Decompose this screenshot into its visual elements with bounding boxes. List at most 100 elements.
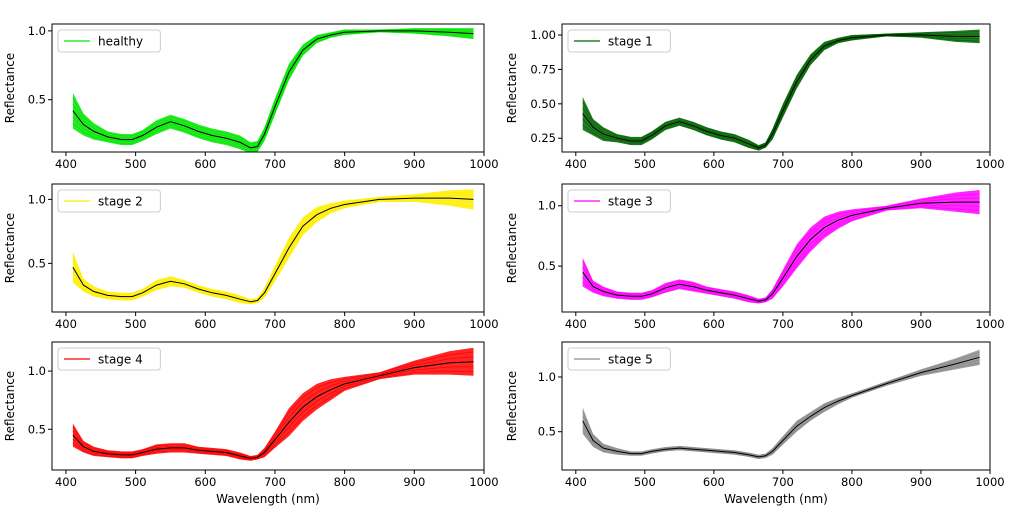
x-tick-label: 700: [264, 317, 286, 331]
y-axis-label: Reflectance: [505, 53, 519, 123]
sample-line: [72, 191, 474, 301]
legend-label: healthy: [98, 35, 143, 49]
x-tick-label: 400: [55, 157, 77, 171]
sample-line: [582, 35, 980, 150]
x-tick-label: 800: [334, 157, 356, 171]
subplot-4: 400 500 600 700 800 900 1000 0.5 1.0 Reflectance s…: [505, 183, 1005, 331]
x-tick-label: 700: [264, 475, 286, 489]
x-tick-label: 600: [703, 157, 725, 171]
sample-line: [582, 33, 980, 148]
subplot-5: 400 500 600 700 800 900 1000 0.5 1.0 Reflectance s…: [3, 341, 499, 506]
sample-line: [582, 35, 980, 151]
x-tick-label: 1000: [469, 157, 498, 171]
plot-area: [582, 349, 980, 460]
subplot-2: 400 500 600 700 800 900 1000 0.25 0.50 0.75 1.00 Re…: [505, 23, 1005, 171]
y-tick-label: 0.5: [538, 425, 556, 439]
x-tick-label: 800: [334, 475, 356, 489]
sample-line: [582, 204, 980, 303]
x-tick-label: 600: [703, 317, 725, 331]
mean-line: [582, 201, 980, 302]
y-tick-label: 1.00: [530, 28, 556, 42]
x-tick-label: 1000: [975, 317, 1004, 331]
y-tick-label: 0.5: [28, 256, 46, 270]
x-tick-label: 800: [841, 475, 863, 489]
x-tick-label: 700: [772, 317, 794, 331]
plot-area: [72, 347, 474, 461]
spread-band: [582, 29, 980, 151]
y-tick-label: 0.25: [530, 131, 556, 145]
mean-line: [72, 197, 474, 303]
x-tick-label: 1000: [469, 475, 498, 489]
spread-band: [72, 28, 474, 152]
sample-line: [72, 194, 474, 302]
sample-line: [72, 356, 474, 458]
x-tick-label: 700: [264, 157, 286, 171]
y-tick-label: 0.5: [28, 93, 46, 107]
legend-box: [57, 29, 161, 53]
x-tick-label: 500: [634, 317, 656, 331]
sample-line: [582, 193, 980, 300]
legend-label: stage 2: [98, 195, 143, 209]
mean-line: [582, 34, 980, 149]
legend-label: stage 5: [608, 353, 653, 367]
subplot-3: 400 500 600 700 800 900 1000 0.5 1.0 Reflectance s…: [3, 183, 499, 331]
x-tick-label: 400: [55, 317, 77, 331]
mean-line: [72, 361, 474, 459]
legend-label: stage 1: [608, 35, 653, 49]
legend-box: [57, 189, 161, 213]
legend-box: [567, 347, 671, 371]
y-axis-label: Reflectance: [3, 213, 17, 283]
legend: stage 4: [57, 347, 161, 371]
legend-box: [57, 347, 161, 371]
sample-line: [72, 28, 474, 145]
axes-frame: [561, 341, 991, 471]
x-tick-label: 400: [565, 475, 587, 489]
plot-area: [72, 28, 474, 152]
x-tick-label: 700: [772, 157, 794, 171]
mean-line: [72, 30, 474, 149]
legend-box: [567, 189, 671, 213]
subplot-1: 400 500 600 700 800 900 1000 0.5 1.0 Reflectance h…: [3, 23, 499, 171]
plot-area: [72, 189, 474, 305]
legend: healthy: [57, 29, 161, 53]
axes-frame: [561, 183, 991, 313]
sample-line: [72, 30, 474, 151]
sample-line: [72, 198, 474, 304]
sample-line: [582, 206, 980, 304]
x-tick-label: 700: [772, 475, 794, 489]
sample-line: [72, 366, 474, 460]
x-tick-label: 1000: [469, 317, 498, 331]
y-tick-label: 0.5: [538, 259, 556, 273]
y-tick-label: 1.0: [28, 364, 46, 378]
legend: stage 2: [57, 189, 161, 213]
legend: stage 1: [567, 29, 671, 53]
x-tick-label: 800: [334, 317, 356, 331]
x-tick-label: 500: [634, 475, 656, 489]
x-tick-label: 400: [565, 157, 587, 171]
x-tick-label: 400: [565, 317, 587, 331]
y-axis-label: Reflectance: [505, 371, 519, 441]
sample-line: [582, 354, 980, 457]
x-tick-label: 900: [910, 317, 932, 331]
sample-line: [72, 29, 474, 147]
sample-line: [582, 362, 980, 459]
x-tick-label: 800: [841, 317, 863, 331]
x-tick-label: 900: [910, 157, 932, 171]
x-tick-label: 900: [403, 317, 425, 331]
x-tick-label: 600: [703, 475, 725, 489]
axes-frame: [51, 23, 485, 153]
x-tick-label: 900: [910, 475, 932, 489]
mean-line: [582, 356, 980, 458]
x-tick-label: 800: [841, 157, 863, 171]
x-tick-label: 900: [403, 157, 425, 171]
y-axis-label: Reflectance: [505, 213, 519, 283]
y-tick-label: 1.0: [28, 24, 46, 38]
x-tick-label: 400: [55, 475, 77, 489]
sample-line: [582, 351, 980, 456]
y-tick-label: 0.75: [530, 62, 556, 76]
x-tick-label: 600: [194, 157, 216, 171]
x-tick-label: 1000: [975, 475, 1004, 489]
x-tick-label: 500: [125, 475, 147, 489]
x-tick-label: 1000: [975, 157, 1004, 171]
legend: stage 5: [567, 347, 671, 371]
